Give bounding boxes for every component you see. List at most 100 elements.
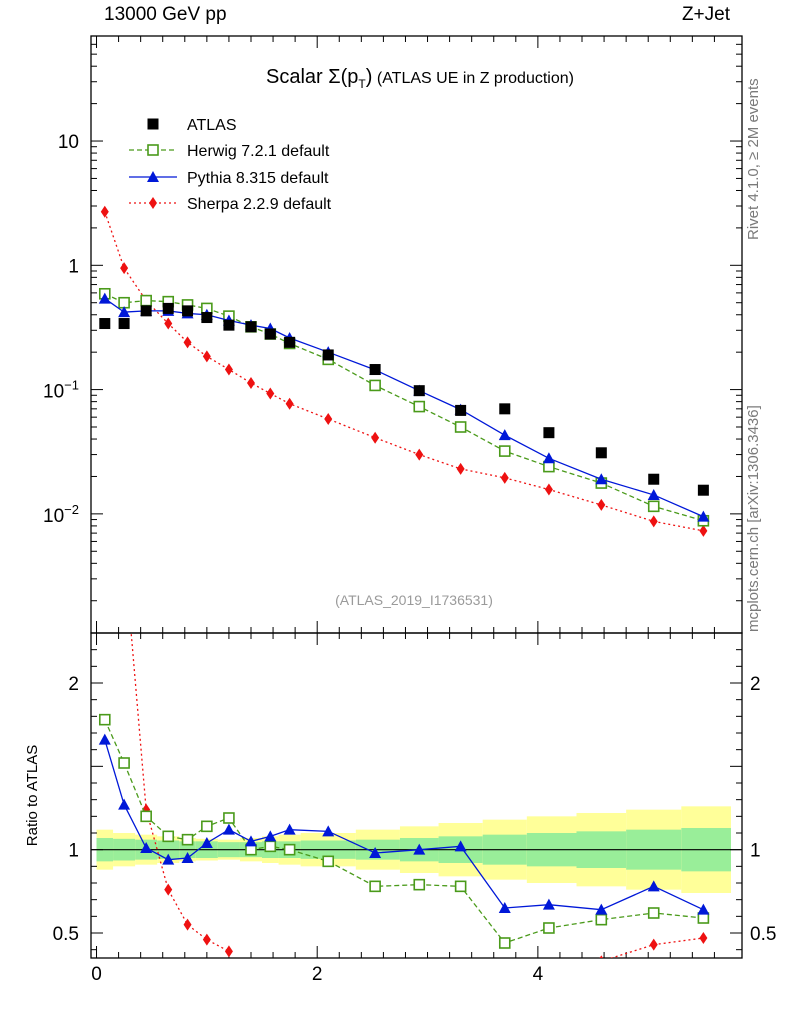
y-tick-label-main: 10	[58, 132, 79, 153]
pythia-point	[647, 488, 660, 500]
atlas-point	[201, 312, 213, 324]
herwig-ratio-point	[498, 937, 511, 949]
herwig-ratio-point	[322, 855, 335, 868]
sherpa-point	[164, 317, 173, 330]
pythia-ratio-point	[454, 840, 467, 852]
sherpa-point	[246, 376, 255, 389]
herwig-point	[498, 445, 511, 457]
y-tick-label-main: 1	[68, 256, 79, 277]
pythia-ratio-point	[283, 823, 296, 835]
herwig-ratio-point	[413, 878, 426, 891]
sherpa-ratio-point	[649, 938, 658, 951]
ratio-series-group	[98, 544, 710, 958]
sherpa-point	[699, 524, 708, 537]
pythia-ratio-point	[181, 852, 194, 863]
sherpa-point	[500, 471, 509, 484]
sherpa-point	[224, 363, 233, 376]
herwig-line	[104, 293, 704, 522]
pythia-point	[595, 473, 608, 485]
atlas-point	[369, 364, 381, 376]
sherpa-point	[100, 205, 109, 218]
pythia-ratio-point	[162, 853, 175, 865]
pythia-ratio-point	[542, 898, 555, 910]
legend-marker-sherpa	[149, 197, 157, 209]
sherpa-ratio-point	[164, 883, 173, 896]
sherpa-point	[183, 336, 192, 349]
herwig-ratio-point	[647, 907, 660, 919]
pythia-ratio-point	[369, 847, 382, 858]
sherpa-ratio-point	[699, 932, 708, 944]
pythia-point	[98, 292, 111, 304]
axis-ticks	[91, 35, 742, 958]
atlas-point	[99, 318, 111, 330]
sherpa-point	[285, 397, 294, 410]
pythia-ratio-point	[322, 825, 335, 837]
atlas-point	[223, 319, 235, 331]
atlas-point	[140, 305, 152, 317]
atlas-point	[499, 403, 511, 415]
herwig-point	[369, 379, 381, 392]
pythia-ratio-point	[595, 903, 608, 915]
sherpa-point	[415, 448, 424, 461]
atlas-point	[182, 305, 194, 317]
herwig-ratio-point	[454, 880, 467, 893]
pythia-ratio-point	[697, 903, 710, 915]
herwig-point	[647, 500, 660, 513]
pythia-point	[697, 510, 710, 522]
sherpa-point	[324, 412, 333, 425]
atlas-point	[284, 336, 296, 348]
herwig-ratio-point	[181, 833, 194, 846]
sherpa-point	[544, 483, 553, 496]
pythia-ratio-point	[413, 843, 426, 855]
pythia-ratio-point	[200, 837, 213, 848]
atlas-point	[697, 484, 709, 496]
ratio-axis-label: Ratio to ATLAS	[24, 745, 41, 846]
atlas-point	[118, 318, 130, 330]
atlas-point	[162, 302, 174, 314]
collision-energy-label: 13000 GeV pp	[104, 4, 227, 25]
sherpa-ratio-point	[183, 918, 192, 931]
x-tick-label: 0	[91, 964, 102, 985]
plot-title: Scalar Σ(pT) (ATLAS UE in Z production)	[266, 66, 574, 91]
herwig-ratio-point	[595, 913, 608, 926]
atlas-point	[322, 349, 334, 361]
sherpa-point	[371, 431, 380, 444]
pythia-point	[118, 306, 131, 318]
herwig-ratio-point	[369, 880, 381, 893]
atlas-point	[264, 328, 276, 340]
sherpa-ratio-point	[599, 955, 604, 958]
herwig-ratio-point	[162, 830, 175, 843]
legend-marker-atlas	[147, 118, 159, 130]
herwig-point	[140, 294, 152, 307]
legend-label-herwig: Herwig 7.2.1 default	[187, 143, 330, 160]
atlas-point	[595, 447, 607, 459]
legend-marker-pythia	[147, 171, 159, 182]
y-tick-label-ratio-right: 0.5	[750, 924, 776, 945]
pythia-ratio-point	[647, 880, 660, 892]
atlas-point	[413, 385, 425, 397]
sherpa-ratio-point	[120, 544, 128, 556]
pythia-ratio-point	[244, 835, 257, 847]
legend: ATLAS Herwig 7.2.1 default Pythia 8.315 de…	[129, 117, 332, 213]
pythia-ratio-point	[140, 842, 153, 853]
herwig-ratio-point	[283, 843, 296, 856]
herwig-point	[413, 400, 426, 413]
herwig-ratio-point	[98, 713, 111, 726]
herwig-point	[454, 421, 467, 433]
sherpa-point	[120, 262, 129, 275]
legend-label-atlas: ATLAS	[187, 117, 237, 134]
pythia-ratio-point	[264, 830, 277, 842]
herwig-ratio-point	[264, 840, 277, 853]
herwig-ratio-point	[140, 810, 152, 823]
sherpa-ratio-point	[202, 933, 211, 946]
herwig-ratio-point	[223, 812, 235, 824]
process-label: Z+Jet	[681, 4, 730, 25]
y-tick-label-main: 10−1	[43, 378, 79, 403]
y-tick-label-ratio: 0.5	[53, 924, 79, 945]
x-tick-label: 4	[533, 964, 544, 985]
analysis-id-label: (ATLAS_2019_I1736531)	[335, 592, 493, 608]
pythia-line	[104, 298, 704, 518]
ratio-panel-frame	[90, 632, 743, 959]
y-tick-label-main: 10−2	[43, 502, 79, 527]
legend-label-pythia: Pythia 8.315 default	[187, 170, 329, 187]
